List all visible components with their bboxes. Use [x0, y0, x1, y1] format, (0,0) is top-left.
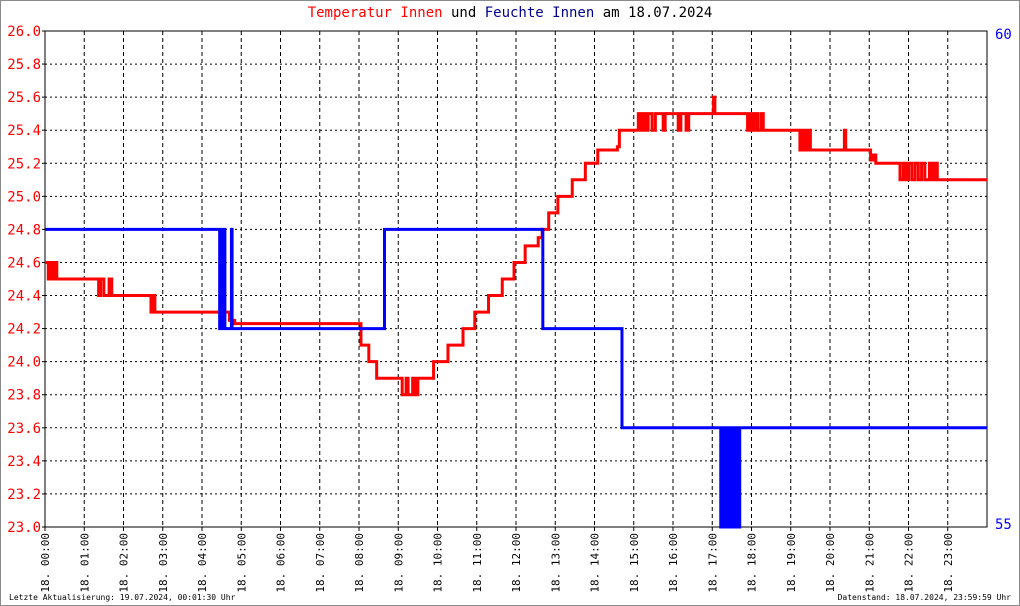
humidity-series-line — [45, 227, 987, 529]
x-tick-label: 18. 13:00 — [549, 533, 562, 593]
y-left-tick-label: 25.6 — [7, 90, 41, 106]
y-left-tick-label: 23.8 — [7, 388, 41, 404]
x-tick-label: 18. 20:00 — [824, 533, 837, 593]
x-tick-label: 18. 07:00 — [314, 533, 327, 593]
x-tick-label: 18. 19:00 — [785, 533, 798, 593]
y-right-tick-label: 60 — [995, 27, 1012, 43]
y-left-tick-label: 23.6 — [7, 421, 41, 437]
y-left-tick-label: 25.4 — [7, 123, 41, 139]
y-right-tick-label: 55 — [995, 517, 1012, 533]
y-left-tick-label: 25.2 — [7, 156, 41, 172]
temperature-series-line — [45, 95, 987, 397]
title-and: und — [450, 5, 477, 21]
x-tick-label: 18. 09:00 — [392, 533, 405, 593]
x-tick-label: 18. 23:00 — [942, 533, 955, 593]
footer-data-status: Datenstand: 18.07.2024, 23:59:59 Uhr — [837, 593, 1011, 602]
x-tick-label: 18. 11:00 — [471, 533, 484, 593]
y-left-tick-label: 26.0 — [7, 24, 41, 40]
x-tick-label: 18. 06:00 — [275, 533, 288, 593]
x-tick-label: 18. 00:00 — [39, 533, 52, 593]
x-tick-label: 18. 15:00 — [628, 533, 641, 593]
x-tick-label: 18. 05:00 — [235, 533, 248, 593]
y-left-tick-label: 25.0 — [7, 189, 41, 205]
x-tick-label: 18. 03:00 — [157, 533, 170, 593]
x-tick-label: 18. 10:00 — [432, 533, 445, 593]
title-date: am 18.07.2024 — [602, 5, 713, 21]
x-tick-label: 18. 04:00 — [196, 533, 209, 593]
y-left-tick-label: 25.8 — [7, 57, 41, 73]
y-left-tick-label: 23.2 — [7, 487, 41, 503]
x-tick-label: 18. 16:00 — [667, 533, 680, 593]
x-tick-label: 18. 14:00 — [589, 533, 602, 593]
y-left-tick-label: 24.2 — [7, 322, 41, 338]
footer-last-update: Letzte Aktualisierung: 19.07.2024, 00:01… — [9, 593, 236, 602]
title-temperature: Temperatur Innen — [307, 5, 443, 21]
x-tick-label: 18. 22:00 — [903, 533, 916, 593]
x-tick-label: 18. 01:00 — [78, 533, 91, 593]
x-tick-label: 18. 12:00 — [510, 533, 523, 593]
x-tick-label: 18. 21:00 — [863, 533, 876, 593]
x-tick-label: 18. 17:00 — [706, 533, 719, 593]
chart-title: Temperatur Innen und Feuchte Innen am 18… — [1, 5, 1019, 21]
y-left-tick-label: 24.4 — [7, 289, 41, 305]
x-tick-label: 18. 08:00 — [353, 533, 366, 593]
y-left-tick-label: 23.0 — [7, 520, 41, 536]
y-left-tick-label: 23.4 — [7, 454, 41, 470]
x-tick-label: 18. 18:00 — [746, 533, 759, 593]
y-left-tick-label: 24.0 — [7, 355, 41, 371]
y-left-tick-label: 24.8 — [7, 222, 41, 238]
title-humidity: Feuchte Innen — [484, 5, 595, 21]
y-left-tick-label: 24.6 — [7, 255, 41, 271]
x-tick-label: 18. 02:00 — [118, 533, 131, 593]
